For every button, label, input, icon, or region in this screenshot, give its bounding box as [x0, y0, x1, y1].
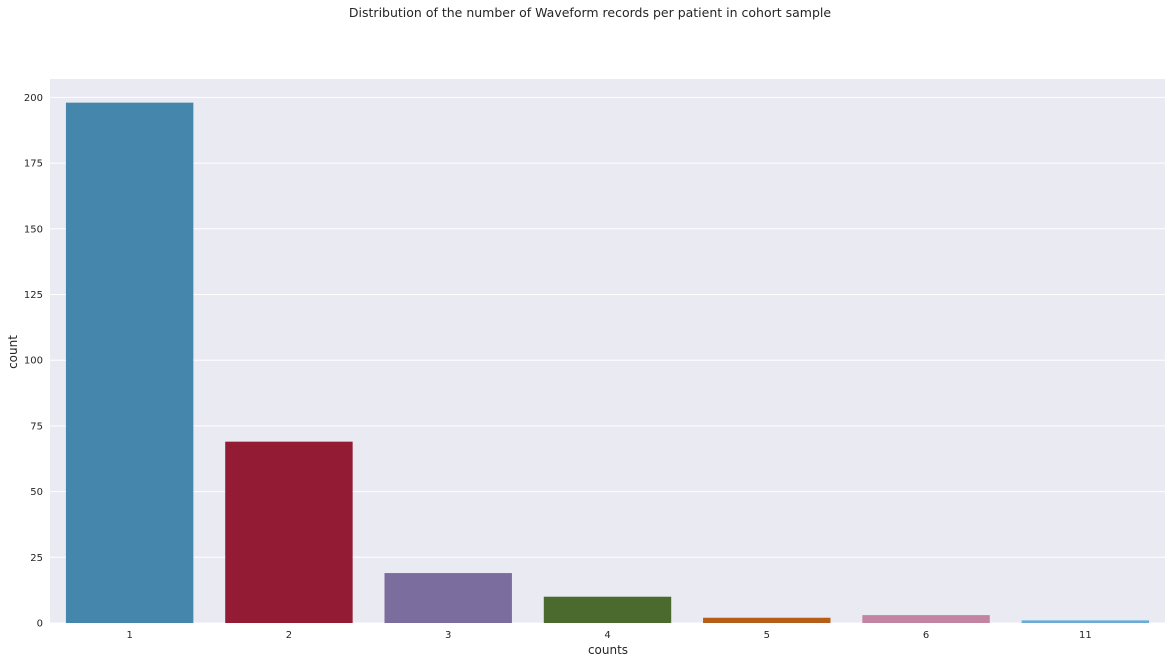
- bar-2: [225, 441, 353, 623]
- bar-3: [384, 573, 512, 623]
- x-tick-label: 11: [1079, 630, 1092, 641]
- bar-1: [65, 102, 194, 624]
- x-tick-label: 3: [445, 630, 451, 641]
- y-tick-label: 200: [24, 93, 43, 104]
- chart-title: Distribution of the number of Waveform r…: [349, 5, 831, 20]
- bar-11: [1021, 620, 1150, 623]
- y-tick-label: 150: [24, 224, 43, 235]
- x-tick-label: 5: [764, 630, 770, 641]
- x-tick-label: 2: [286, 630, 292, 641]
- bars: [65, 102, 1150, 624]
- y-axis-label: count: [6, 335, 20, 369]
- bar-6: [862, 615, 990, 623]
- bar-4: [543, 596, 672, 623]
- x-tick-label: 1: [126, 630, 132, 641]
- x-tick-label: 4: [604, 630, 610, 641]
- y-axis-ticks: 0 25 50 75 100 125 150 175 200: [24, 93, 43, 630]
- y-tick-label: 25: [30, 553, 43, 564]
- bar-5: [703, 617, 831, 623]
- y-tick-label: 175: [24, 159, 43, 170]
- y-tick-label: 0: [37, 619, 43, 630]
- x-axis-ticks: 1 2 3 4 5 6 11: [126, 630, 1091, 641]
- y-tick-label: 100: [24, 356, 43, 367]
- y-tick-label: 50: [30, 487, 43, 498]
- y-tick-label: 125: [24, 290, 43, 301]
- y-tick-label: 75: [30, 421, 43, 432]
- plot-area: [50, 79, 1165, 623]
- x-axis-label: counts: [588, 643, 628, 657]
- x-tick-label: 6: [923, 630, 929, 641]
